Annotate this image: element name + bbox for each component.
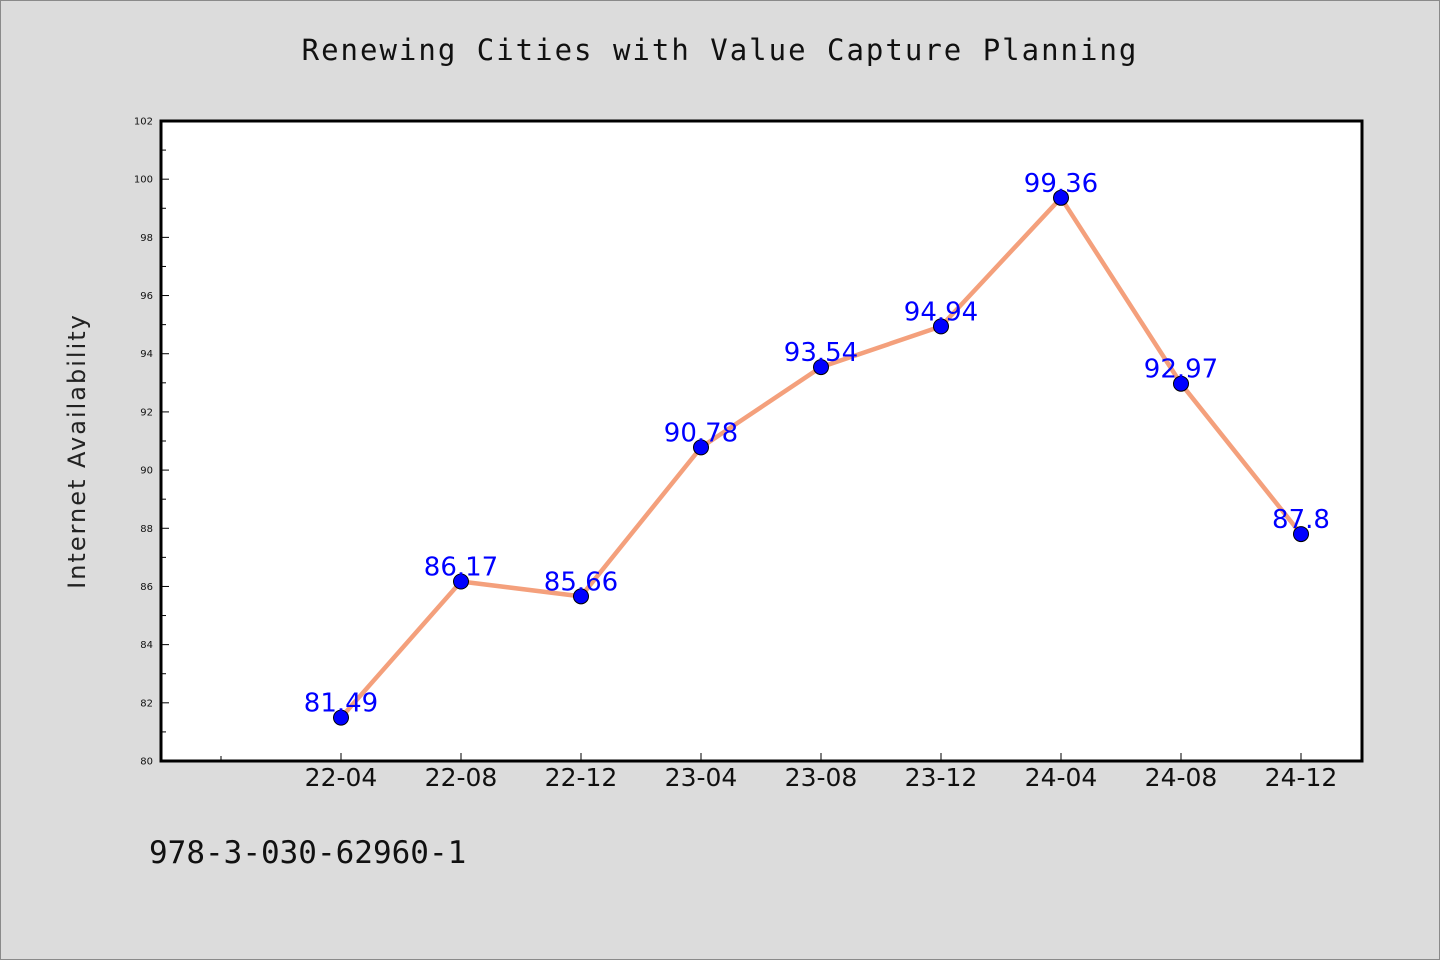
y-tick-label: 96 — [140, 291, 153, 302]
x-tick-label: 23-08 — [785, 763, 858, 792]
data-label: 86.17 — [424, 553, 498, 583]
y-tick-label: 102 — [134, 117, 153, 128]
x-axis: 22-04 22-08 22-12 23-04 23-08 23-12 24-04 24-08… — [220, 753, 1338, 792]
data-point — [1173, 375, 1189, 392]
data-label: 93.54 — [784, 338, 858, 368]
y-tick-label: 90 — [140, 466, 153, 477]
x-tick-label: 23-04 — [665, 763, 738, 792]
chart-title: Renewing Cities with Value Capture Plann… — [301, 33, 1139, 67]
y-tick-label: 82 — [140, 698, 153, 709]
y-tick-label: 84 — [140, 640, 153, 651]
y-tick-label: 80 — [140, 757, 153, 768]
plot-area — [159, 119, 1364, 763]
y-tick-label: 86 — [140, 582, 153, 593]
data-label: 87.8 — [1272, 505, 1330, 535]
x-tick-label: 24-12 — [1265, 763, 1338, 792]
x-tick-label: 22-04 — [305, 763, 378, 792]
data-label: 85.66 — [544, 567, 618, 597]
data-point — [1053, 189, 1069, 206]
data-label: 92.97 — [1144, 355, 1218, 385]
x-tick-label: 22-08 — [425, 763, 498, 792]
y-tick-label: 88 — [140, 524, 153, 535]
data-label: 99.36 — [1024, 169, 1098, 199]
data-point — [1293, 526, 1309, 543]
data-point — [453, 573, 469, 590]
data-point — [333, 709, 349, 726]
data-label: 94.94 — [904, 297, 978, 327]
data-point — [933, 318, 949, 335]
data-point — [813, 359, 829, 376]
y-tick-label: 92 — [140, 407, 153, 418]
x-tick-label: 23-12 — [905, 763, 978, 792]
data-label: 90.78 — [664, 418, 738, 448]
data-labels: 81.49 86.17 85.66 90.78 93.54 94.94 99.36 92.97… — [304, 169, 1330, 719]
series-line-group — [333, 189, 1309, 726]
data-point — [693, 439, 709, 456]
y-axis: 80 82 84 86 88 90 92 94 96 98 100 102 — [134, 117, 169, 768]
data-point — [573, 588, 589, 605]
y-axis-label: Internet Availability — [63, 313, 91, 589]
y-tick-label: 94 — [140, 349, 153, 360]
x-tick-label: 22-12 — [545, 763, 618, 792]
y-tick-label: 98 — [140, 233, 153, 244]
y-tick-label: 100 — [134, 175, 153, 186]
data-label: 81.49 — [304, 689, 378, 719]
x-tick-label: 24-04 — [1025, 763, 1098, 792]
isbn-code: 978-3-030-62960-1 — [149, 835, 467, 871]
x-tick-label: 24-08 — [1145, 763, 1218, 792]
